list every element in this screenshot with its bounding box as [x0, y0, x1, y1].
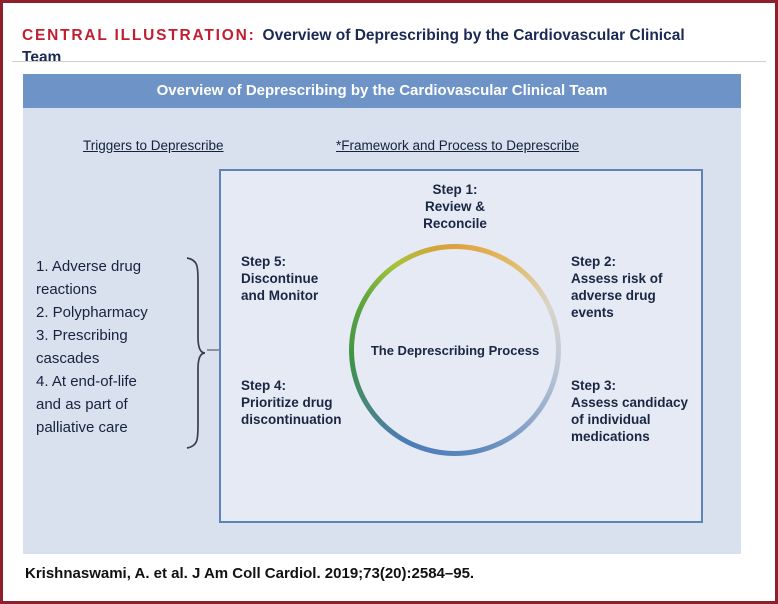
central-illustration-label: CENTRAL ILLUSTRATION:: [22, 26, 256, 44]
step-1: Step 1: Review & Reconcile: [405, 181, 505, 232]
step-1-label: Step 1:: [432, 182, 478, 197]
step-2-text: Assess risk of adverse drug events: [571, 271, 663, 320]
step-1-text: Review & Reconcile: [423, 199, 487, 231]
step-3-label: Step 3:: [571, 378, 617, 393]
triggers-list: 1. Adverse drug reactions 2. Polypharmac…: [36, 258, 148, 436]
process-center-label: The Deprescribing Process: [370, 343, 540, 358]
framework-heading: *Framework and Process to Deprescribe: [336, 138, 580, 153]
step-3-text: Assess candidacy of individual medicatio…: [571, 395, 689, 444]
triggers-heading: Triggers to Deprescribe: [83, 138, 224, 153]
step-4: Step 4: Prioritize drug discontinuation: [241, 377, 366, 428]
step-2-label: Step 2:: [571, 254, 617, 269]
step-4-label: Step 4:: [241, 378, 287, 393]
curly-brace-icon: [186, 257, 206, 449]
panel-banner-title: Overview of Deprescribing by the Cardiov…: [23, 74, 741, 108]
header-divider: [12, 61, 766, 62]
step-3: Step 3: Assess candidacy of individual m…: [571, 377, 701, 445]
process-cycle-ring: [349, 244, 561, 456]
step-5: Step 5: Discontinue and Monitor: [241, 253, 351, 304]
step-2: Step 2: Assess risk of adverse drug even…: [571, 253, 696, 321]
step-4-text: Prioritize drug discontinuation: [241, 395, 342, 427]
citation-text: Krishnaswami, A. et al. J Am Coll Cardio…: [25, 565, 475, 582]
step-5-text: Discontinue and Monitor: [241, 271, 319, 303]
step-5-label: Step 5:: [241, 254, 287, 269]
